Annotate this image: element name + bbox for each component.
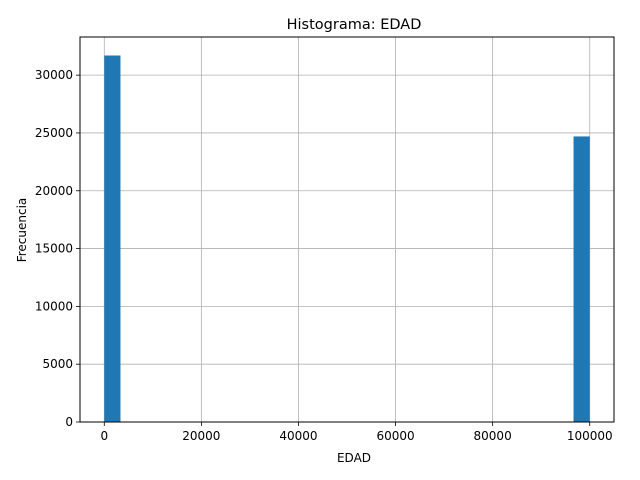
histogram-bars xyxy=(104,55,590,422)
y-tick-label: 5000 xyxy=(42,357,73,371)
y-axis-label: Frecuencia xyxy=(15,198,29,263)
x-axis-ticks: 0 20000 40000 60000 80000 100000 xyxy=(100,422,613,443)
histogram-bar xyxy=(104,55,121,422)
x-tick-label: 40000 xyxy=(279,429,317,443)
x-axis-label: EDAD xyxy=(337,451,371,465)
y-tick-label: 10000 xyxy=(35,299,73,313)
y-tick-label: 20000 xyxy=(35,184,73,198)
y-tick-label: 30000 xyxy=(35,68,73,82)
y-tick-label: 0 xyxy=(65,415,73,429)
x-tick-label: 20000 xyxy=(182,429,220,443)
histogram-bar xyxy=(573,136,590,422)
plot-area-frame xyxy=(79,36,615,423)
y-axis-ticks: 0 5000 10000 15000 20000 25000 30000 xyxy=(35,68,80,429)
grid-lines xyxy=(80,37,614,423)
chart-title: Histograma: EDAD xyxy=(287,17,422,33)
y-tick-label: 15000 xyxy=(35,242,73,256)
x-tick-label: 100000 xyxy=(567,429,613,443)
x-tick-label: 60000 xyxy=(376,429,414,443)
x-tick-label: 0 xyxy=(100,429,108,443)
x-tick-label: 80000 xyxy=(474,429,512,443)
y-tick-label: 25000 xyxy=(35,126,73,140)
